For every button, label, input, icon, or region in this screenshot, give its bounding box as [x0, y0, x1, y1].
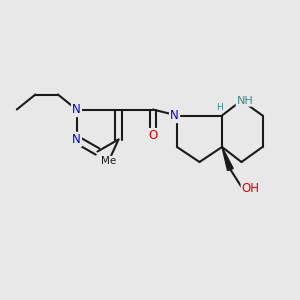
Text: Me: Me: [101, 156, 116, 167]
Text: N: N: [170, 109, 179, 122]
Text: H: H: [216, 103, 223, 112]
Polygon shape: [222, 147, 233, 170]
Text: OH: OH: [242, 182, 260, 196]
Text: O: O: [148, 129, 158, 142]
Text: N: N: [72, 103, 81, 116]
Text: NH: NH: [237, 95, 254, 106]
Text: N: N: [72, 133, 81, 146]
